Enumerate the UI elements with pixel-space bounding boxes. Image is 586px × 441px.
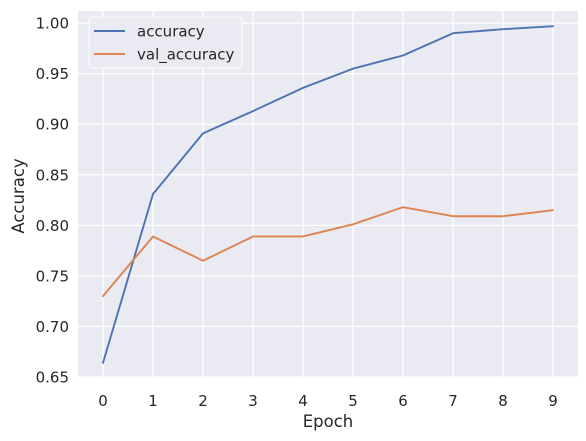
x-tick-label: 1 [148, 392, 158, 410]
x-tick-labels: 0 1 2 3 4 5 6 7 8 9 [98, 392, 558, 410]
y-axis-label: Accuracy [9, 158, 28, 234]
legend: accuracy val_accuracy [88, 16, 243, 69]
series-line-val-accuracy [102, 206, 554, 298]
y-tick-labels: 0.65 0.70 0.75 0.80 0.85 0.90 0.95 1.00 [36, 15, 69, 387]
y-tick-label: 0.95 [36, 65, 69, 83]
plot-area [78, 11, 578, 377]
x-tick-label: 3 [248, 392, 258, 410]
x-axis-label: Epoch [303, 412, 354, 431]
legend-label: val_accuracy [137, 46, 235, 65]
x-tick-label: 8 [498, 392, 508, 410]
x-tick-label: 0 [98, 392, 108, 410]
y-tick-label: 0.85 [36, 166, 69, 184]
legend-label: accuracy [137, 23, 205, 41]
y-tick-label: 0.90 [36, 116, 69, 134]
legend-box [88, 16, 243, 69]
x-tick-label: 6 [398, 392, 408, 410]
x-tick-label: 5 [348, 392, 358, 410]
y-tick-label: 1.00 [36, 15, 69, 33]
y-tick-label: 0.75 [36, 267, 69, 285]
x-tick-label: 4 [298, 392, 308, 410]
x-tick-label: 9 [548, 392, 558, 410]
x-tick-label: 7 [448, 392, 458, 410]
grid-lines [78, 11, 578, 378]
x-tick-label: 2 [198, 392, 208, 410]
series-lines [102, 25, 554, 364]
y-tick-label: 0.70 [36, 318, 69, 336]
series-line-accuracy [102, 25, 554, 364]
y-tick-label: 0.80 [36, 217, 69, 235]
y-tick-label: 0.65 [36, 369, 69, 387]
